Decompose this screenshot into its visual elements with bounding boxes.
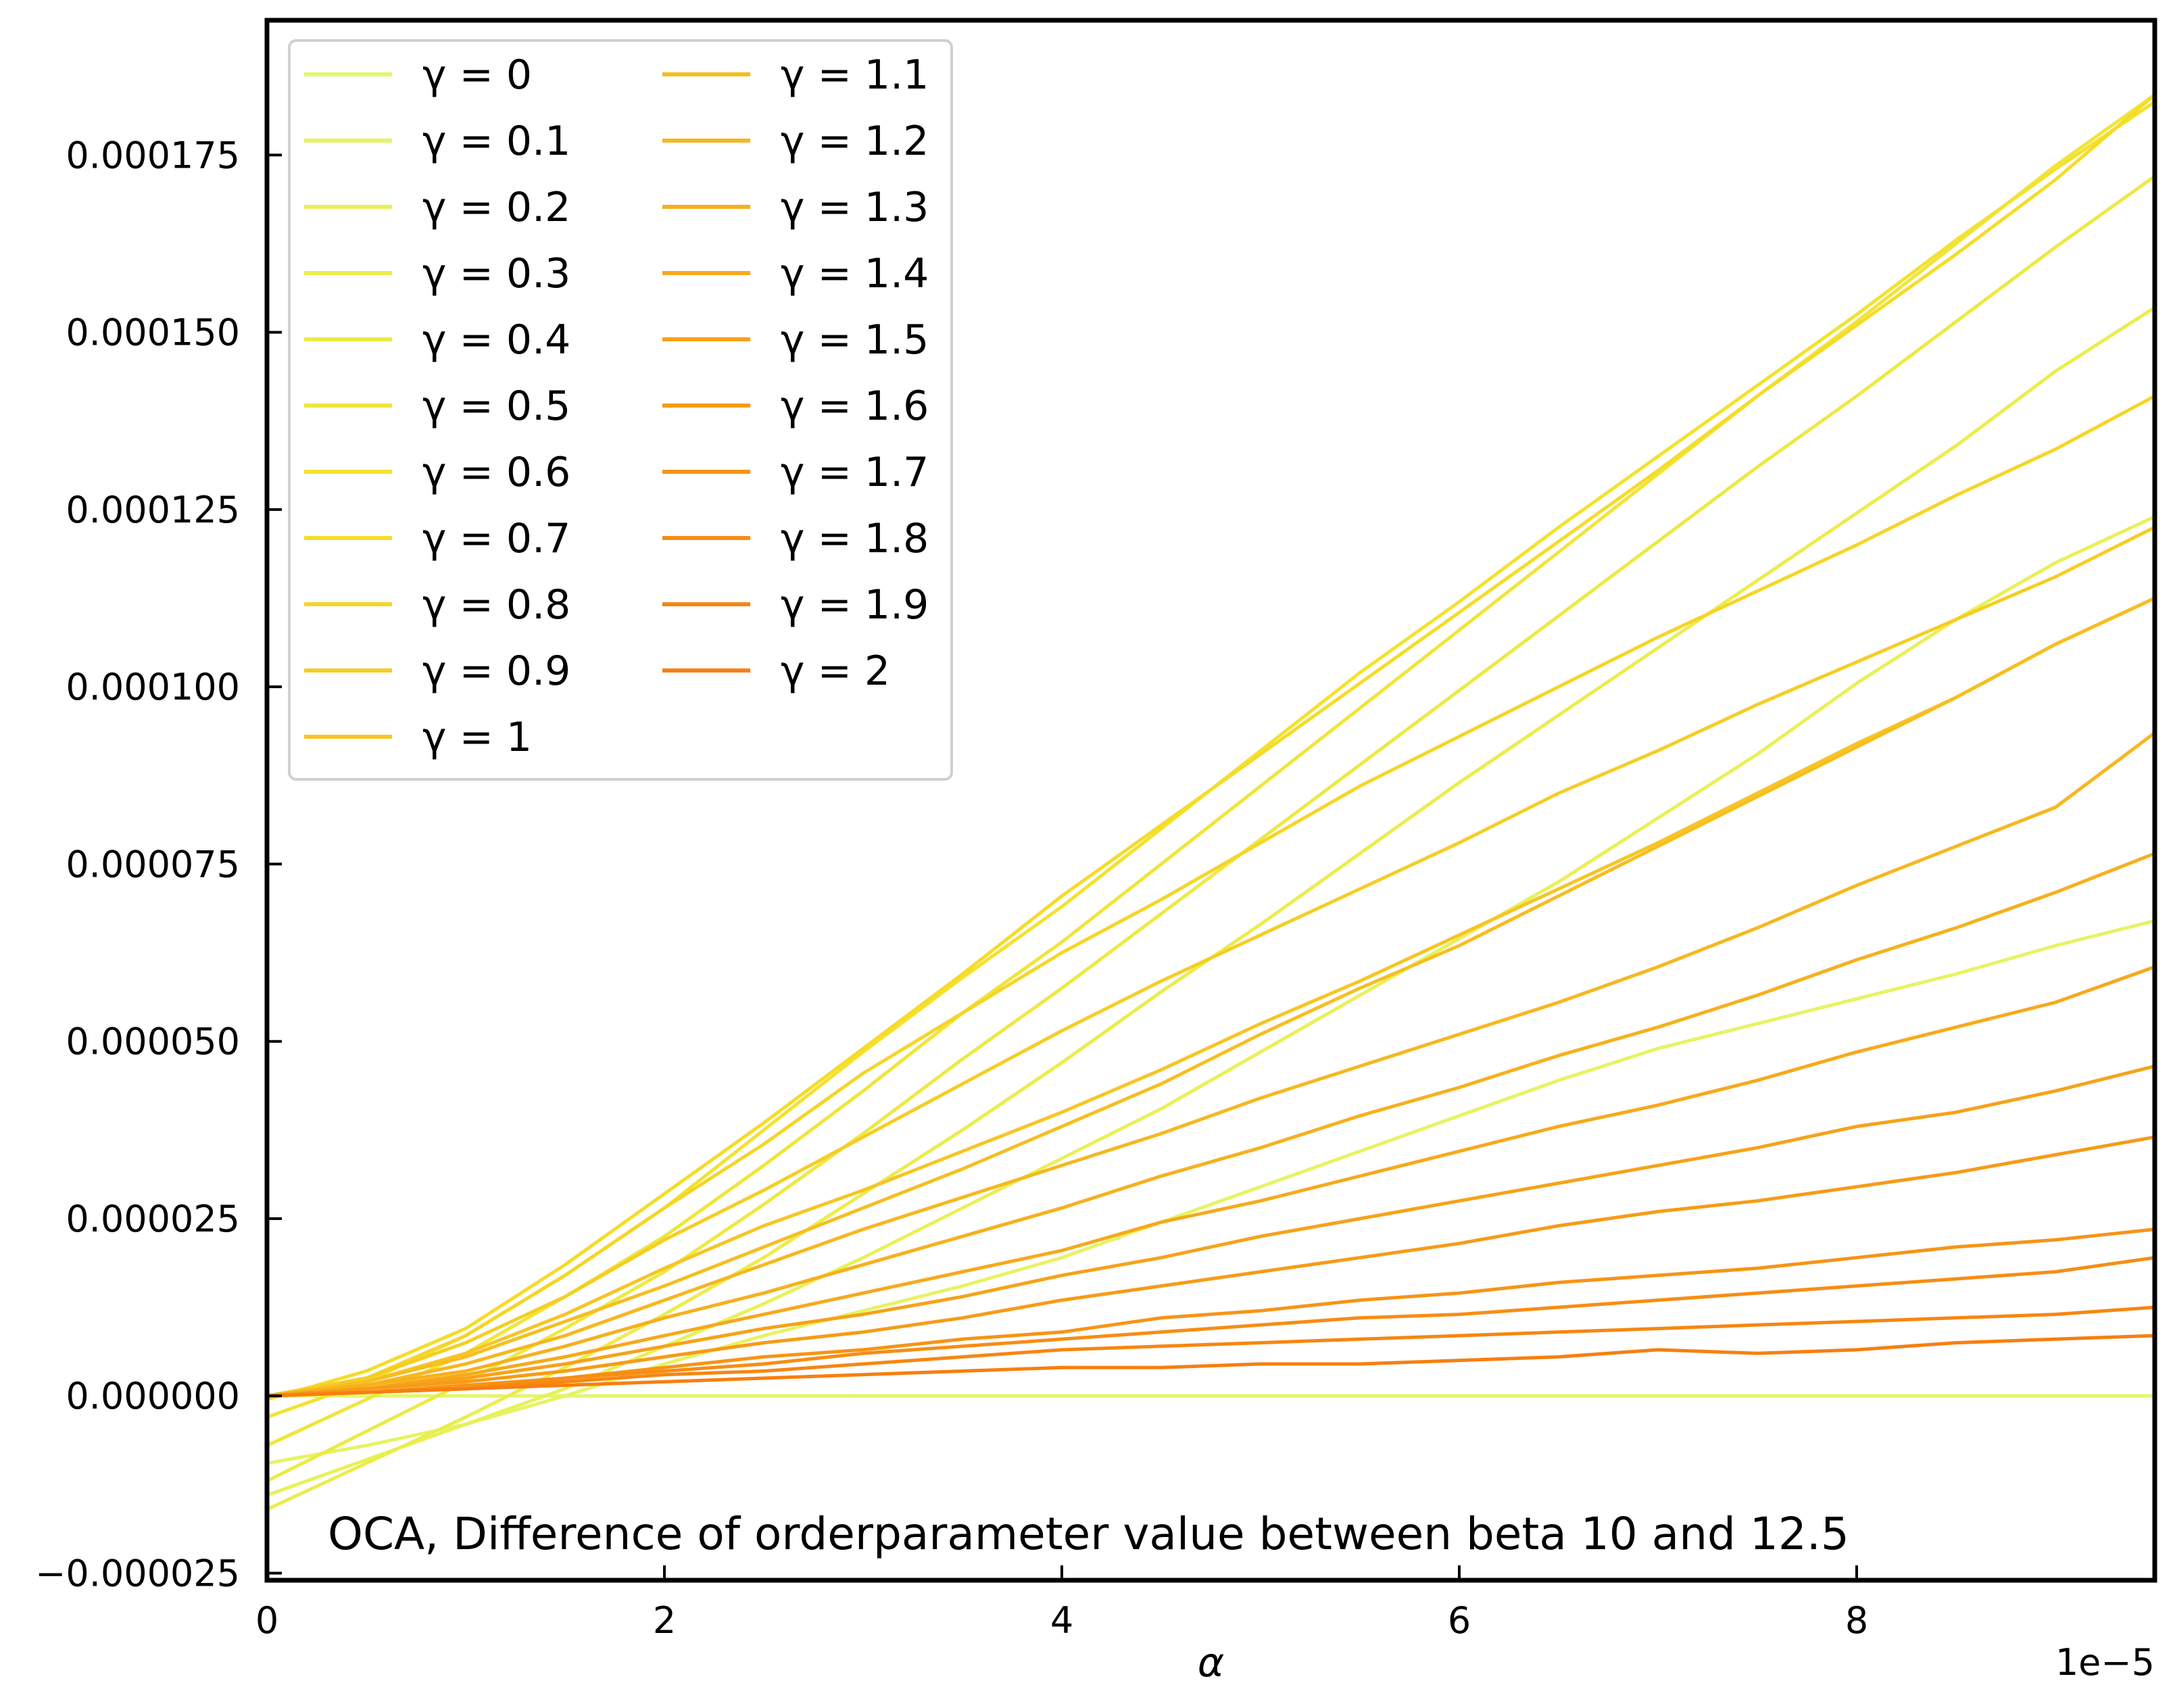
series-line-11 <box>266 596 2156 1398</box>
y-tick-label: 0.000175 <box>66 134 240 176</box>
y-tick-label: −0.000025 <box>35 1553 240 1595</box>
series-line-14 <box>266 965 2155 1398</box>
plot-frame <box>264 18 2157 1583</box>
series-line-8 <box>266 394 2156 1398</box>
series-line-15 <box>266 1064 2155 1398</box>
y-tick-label: 0.000125 <box>66 489 240 531</box>
legend-label: γ = 1.7 <box>781 449 929 496</box>
y-tick-label: 0.000150 <box>66 312 240 354</box>
legend-label: γ = 1.9 <box>781 581 929 629</box>
series-line-19 <box>266 1305 2155 1398</box>
y-tick-label: 0.000000 <box>66 1375 240 1417</box>
y-tick-label: 0.000025 <box>66 1198 240 1240</box>
legend-label: γ = 0.2 <box>422 184 570 231</box>
x-tick-label: 6 <box>1448 1599 1471 1642</box>
legend-label: γ = 1.2 <box>781 118 929 165</box>
series-line-10 <box>266 596 2156 1398</box>
legend-label: γ = 0.3 <box>422 250 570 297</box>
x-tick-label: 8 <box>1845 1599 1868 1642</box>
series-line-20 <box>266 1334 2155 1398</box>
series-line-1 <box>266 919 2155 1465</box>
x-axis-offset-label: 1e−5 <box>2055 1641 2155 1684</box>
legend-label: γ = 0.8 <box>422 581 570 629</box>
x-tick-label: 4 <box>1050 1599 1073 1642</box>
x-axis-label: α <box>1198 1639 1225 1686</box>
series-line-9 <box>266 525 2156 1398</box>
legend-frame <box>288 39 953 781</box>
series-line-4 <box>266 174 2156 1483</box>
x-tick-label: 0 <box>255 1599 278 1642</box>
y-tick-label: 0.000050 <box>66 1021 240 1063</box>
legend-label: γ = 1.1 <box>781 51 929 99</box>
y-tick-label: 0.000075 <box>66 843 240 885</box>
legend-label: γ = 1 <box>422 714 532 761</box>
series-line-7 <box>266 93 2156 1401</box>
series-line-18 <box>266 1256 2155 1398</box>
legend-label: γ = 1.5 <box>781 316 929 364</box>
series-line-12 <box>266 731 2156 1398</box>
series-line-16 <box>266 1135 2155 1398</box>
legend-label: γ = 0 <box>422 51 532 99</box>
y-tick-label: 0.000100 <box>66 666 240 708</box>
legend-label: γ = 2 <box>781 648 890 695</box>
ticks-layer: 0 2 4 6 8 −0.000025 0.000000 0.000025 0.000050 0.… <box>35 134 1868 1642</box>
chart-annotation: OCA, Difference of orderparameter value … <box>328 1508 1849 1560</box>
series-layer <box>266 93 2156 1511</box>
legend-label: γ = 0.5 <box>422 383 570 430</box>
legend-label: γ = 0.4 <box>422 316 570 364</box>
legend-label: γ = 0.6 <box>422 449 570 496</box>
legend-label: γ = 0.9 <box>422 648 570 695</box>
series-line-13 <box>266 852 2155 1398</box>
legend: γ = 0 γ = 0.1 γ = 0.2 γ = 0.3 γ = 0.4 γ = 0.5… <box>288 39 953 781</box>
legend-label: γ = 0.7 <box>422 515 570 562</box>
legend-label: γ = 1.6 <box>781 383 929 430</box>
legend-label: γ = 1.3 <box>781 184 929 231</box>
legend-label: γ = 1.4 <box>781 250 929 297</box>
legend-label: γ = 1.8 <box>781 515 929 562</box>
legend-label: γ = 0.1 <box>422 118 570 165</box>
x-tick-label: 2 <box>653 1599 676 1642</box>
